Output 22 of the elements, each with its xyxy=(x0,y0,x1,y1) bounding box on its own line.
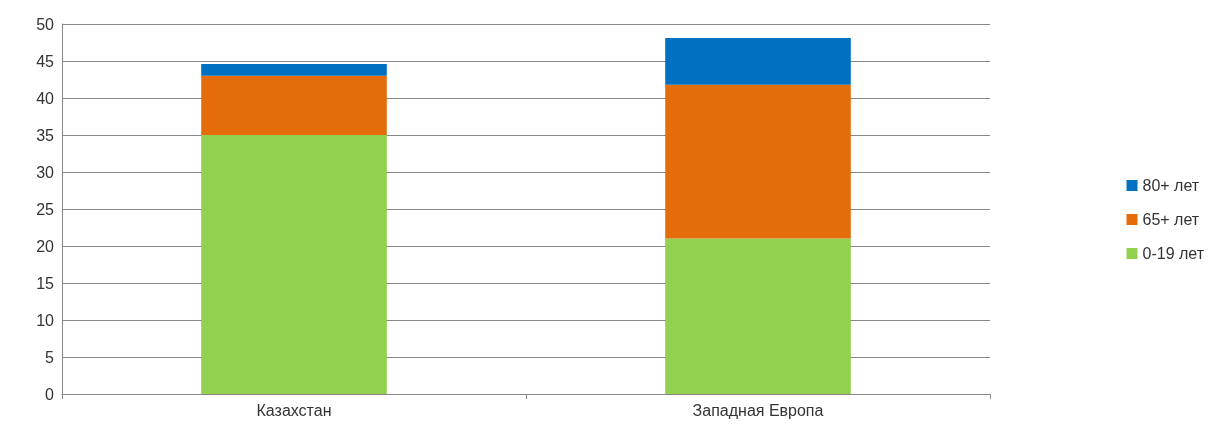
y-tick-label: 20 xyxy=(36,237,55,255)
y-tick-label: 45 xyxy=(36,52,55,70)
y-tick-label: 25 xyxy=(36,200,55,218)
y-tick-label: 0 xyxy=(45,385,55,403)
x-tick-label: Западная Европа xyxy=(692,401,824,419)
y-tick-label: 30 xyxy=(36,163,55,181)
bar xyxy=(665,84,851,239)
y-tick-label: 40 xyxy=(36,89,55,107)
bar xyxy=(201,63,387,76)
bar xyxy=(201,75,387,135)
y-tick-label: 10 xyxy=(36,311,55,329)
legend-label: 0-19 лет xyxy=(1142,245,1205,262)
bar xyxy=(665,38,851,85)
legend-label: 80+ лет xyxy=(1142,177,1200,194)
bar xyxy=(665,238,851,394)
y-tick-label: 5 xyxy=(45,348,55,366)
legend-label: 65+ лет xyxy=(1142,211,1200,228)
y-tick-label: 35 xyxy=(36,126,55,144)
bar xyxy=(201,135,387,394)
y-tick-label: 50 xyxy=(36,15,55,33)
x-tick-label: Казахстан xyxy=(256,401,332,419)
y-tick-label: 15 xyxy=(36,274,55,292)
